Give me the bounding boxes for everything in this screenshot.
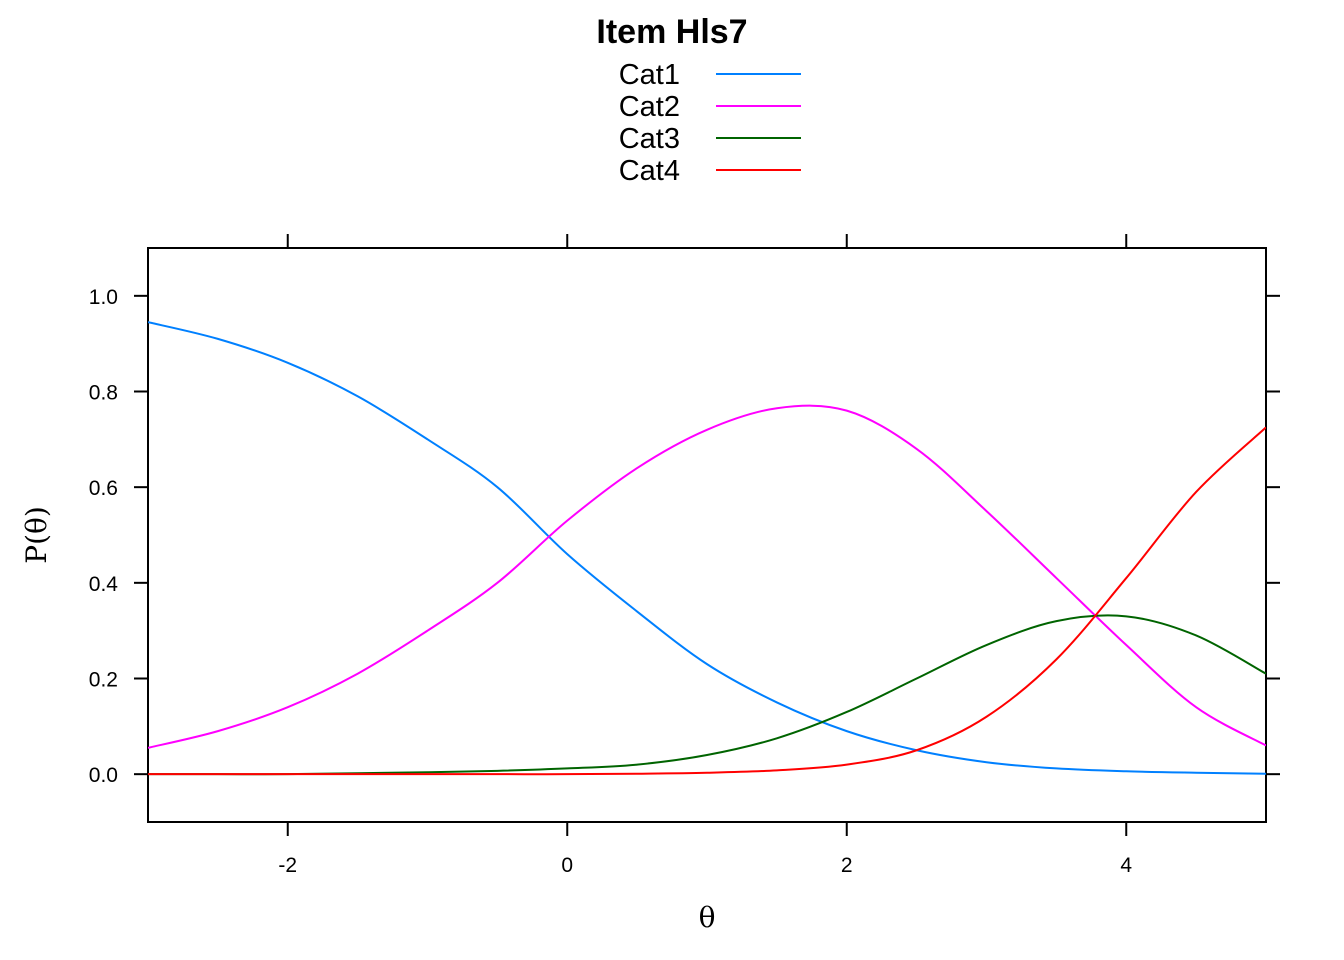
series-line-cat4 [148,426,1266,776]
series-line-cat1 [148,321,1266,775]
chart-title: Item Hls7 [596,13,747,51]
x-axis-label: θ [699,901,716,934]
x-tick-label: 4 [1120,854,1132,877]
x-tick-label: 0 [561,854,573,877]
y-tick-label: 0.6 [89,477,118,500]
x-tick-label: 2 [841,854,853,877]
y-tick-label: 0.8 [89,382,118,405]
legend-label-cat1: Cat1 [619,59,680,91]
y-tick-label: 0.0 [89,764,118,787]
y-tick-label: 0.2 [89,669,118,692]
y-axis-label: P(θ) [20,506,53,564]
legend-label-cat3: Cat3 [619,123,680,155]
plot-frame [147,247,1267,823]
y-tick-label: 1.0 [89,286,118,309]
x-tick-label: -2 [278,854,297,877]
series-line-cat2 [148,404,1266,749]
legend-label-cat2: Cat2 [619,91,680,123]
y-tick-label: 0.4 [89,573,119,596]
plot-area: -2 0 2 4 0.0 0.2 0.4 0.6 0.8 1.0 [89,234,1280,877]
legend-label-cat4: Cat4 [619,155,680,187]
